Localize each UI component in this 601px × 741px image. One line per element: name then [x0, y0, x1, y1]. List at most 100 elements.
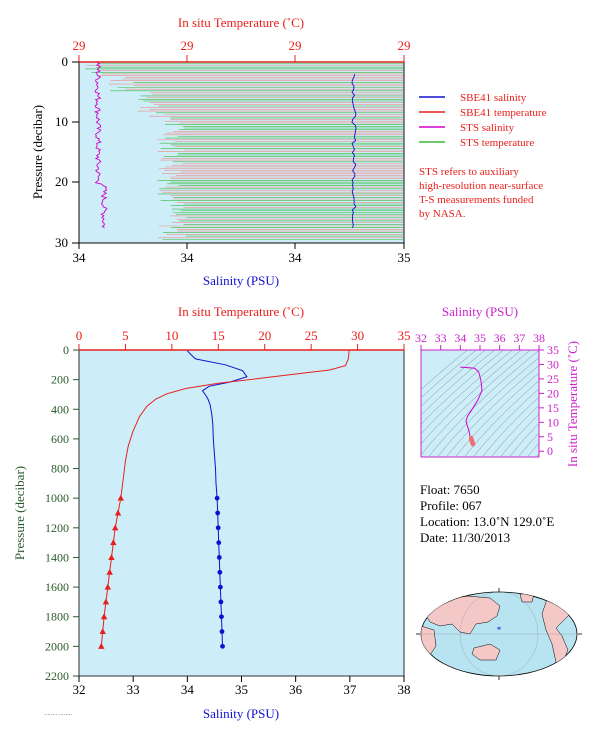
inset-temperature-tick-label: 15 [547, 401, 559, 415]
top-chart-salinity-tick: 34 [73, 250, 87, 265]
inset-temperature-tick-label: 10 [547, 415, 559, 429]
location-world-map: * [416, 588, 582, 680]
inset-temperature-tick-label: 25 [547, 372, 559, 386]
salinity-data-point [215, 510, 221, 516]
top-chart-salinity-tick: 34 [289, 250, 303, 265]
main-temp-tick-label: 30 [351, 328, 364, 343]
main-chart-salinity-title: Salinity (PSU) [203, 706, 279, 721]
top-chart-salinity-tick: 35 [398, 250, 411, 265]
main-salinity-tick-label: 32 [73, 682, 86, 697]
top-chart-pressure-tick: 10 [55, 114, 68, 129]
footer-fineprint: ········ ········ [44, 712, 73, 718]
temperature-data-point [100, 613, 108, 620]
main-temp-tick-label: 35 [398, 328, 411, 343]
density-contour [491, 405, 539, 457]
main-pressure-tick-label: 1400 [45, 550, 69, 564]
main-chart-pressure-title: Pressure (decibar) [12, 466, 27, 560]
main-temp-tick-label: 25 [305, 328, 318, 343]
sts-note-line: by NASA. [419, 208, 466, 220]
sts-salinity-trace [93, 61, 108, 229]
inset-ts-trace [460, 366, 483, 447]
salinity-profile-line [186, 350, 248, 647]
salinity-data-point [218, 599, 224, 605]
top-chart-temp-tick: 29 [398, 38, 411, 53]
float-location-marker: * [497, 625, 502, 635]
top-chart-legend: SBE41 salinity SBE41 temperature STS sal… [419, 92, 547, 220]
main-pressure-tick-label: 400 [51, 402, 69, 416]
main-pressure-tick-label: 1000 [45, 491, 69, 505]
main-temp-tick-label: 10 [165, 328, 178, 343]
float-info: Float: 7650 Profile: 067 Location: 13.0˚… [420, 482, 554, 546]
density-contour [437, 357, 539, 457]
temperature-data-point [112, 524, 119, 531]
salinity-data-point [220, 643, 225, 649]
inset-salinity-tick-label: 38 [533, 331, 545, 345]
inset-temperature-tick-label: 30 [547, 357, 559, 371]
salinity-data-point [219, 614, 224, 620]
salinity-data-point [216, 555, 222, 560]
main-salinity-tick-label: 36 [289, 682, 303, 697]
main-chart-temperature-title: In situ Temperature (˚C) [178, 304, 304, 319]
main-temp-tick-label: 5 [122, 328, 129, 343]
top-chart: In situ Temperature (˚C) 29 29 29 29 Pre… [30, 15, 411, 288]
salinity-data-point [217, 569, 223, 575]
legend-sbe41-salinity: SBE41 salinity [460, 92, 527, 104]
main-salinity-tick-label: 38 [398, 682, 411, 697]
top-chart-salinity-title: Salinity (PSU) [203, 273, 279, 288]
temperature-profile-line [100, 350, 350, 647]
density-contour [421, 350, 513, 435]
inset-temperature-title: In situ Temperature (˚C) [565, 341, 580, 467]
top-chart-temp-tick: 29 [181, 38, 194, 53]
map-land-australia [471, 643, 501, 661]
legend-sbe41-temperature: SBE41 temperature [460, 107, 547, 119]
top-chart-pressure-tick: 30 [55, 235, 68, 250]
inset-salinity-tick-label: 33 [435, 331, 447, 345]
main-pressure-tick-label: 1600 [45, 580, 69, 594]
sts-note-line: T-S measurements funded [419, 194, 534, 206]
density-contour [455, 372, 539, 457]
density-contour [421, 350, 504, 425]
inset-salinity-tick-label: 34 [454, 331, 466, 345]
profile-date: Date: 11/30/2013 [420, 530, 511, 545]
temperature-data-point [114, 509, 122, 516]
main-salinity-tick-label: 35 [235, 682, 248, 697]
inset-temperature-tick-label: 5 [547, 430, 553, 444]
map-land-asia [423, 595, 501, 635]
inset-salinity-axis: 32 33 34 35 36 37 38 [415, 331, 545, 350]
main-pressure-tick-label: 1800 [45, 610, 69, 624]
main-chart-pressure-axis: 0 200 400 600 800 1000 1200 1400 1600 1800 2000 220… [45, 343, 79, 683]
density-contour [464, 380, 539, 457]
density-contour [500, 413, 539, 457]
inset-temperature-tick-label: 20 [547, 386, 559, 400]
salinity-data-point [215, 525, 221, 531]
salinity-data-point [219, 629, 225, 634]
float-location: Location: 13.0˚N 129.0˚E [420, 514, 555, 529]
temperature-data-point [117, 494, 124, 501]
density-contour [518, 432, 539, 457]
salinity-data-point [216, 540, 222, 546]
main-temp-tick-label: 20 [258, 328, 271, 343]
inset-salinity-tick-label: 32 [415, 331, 427, 345]
top-chart-pressure-tick: 20 [55, 174, 68, 189]
main-temp-tick-label: 15 [212, 328, 225, 343]
main-salinity-tick-label: 37 [343, 682, 357, 697]
inset-temperature-tick-label: 35 [547, 343, 559, 357]
top-chart-temp-tick: 29 [73, 38, 86, 53]
density-contour [421, 350, 486, 407]
main-pressure-tick-label: 2000 [45, 639, 69, 653]
inset-salinity-tick-label: 37 [513, 331, 525, 345]
density-contour [527, 442, 539, 457]
sts-note-line: STS refers to auxiliary [419, 166, 519, 178]
top-chart-pressure-title: Pressure (decibar) [30, 105, 45, 199]
main-pressure-tick-label: 600 [51, 432, 69, 446]
main-salinity-tick-label: 33 [127, 682, 140, 697]
top-chart-temperature-title: In situ Temperature (˚C) [178, 15, 304, 30]
inset-density-contours [421, 350, 539, 457]
density-contour [509, 422, 539, 457]
main-plot-area [78, 349, 405, 677]
main-pressure-tick-label: 0 [63, 343, 69, 357]
main-temp-tick-label: 0 [76, 328, 83, 343]
main-pressure-tick-label: 800 [51, 462, 69, 476]
ts-inset-chart: Salinity (PSU) 32 33 34 35 36 37 38 0510152025… [415, 304, 580, 467]
